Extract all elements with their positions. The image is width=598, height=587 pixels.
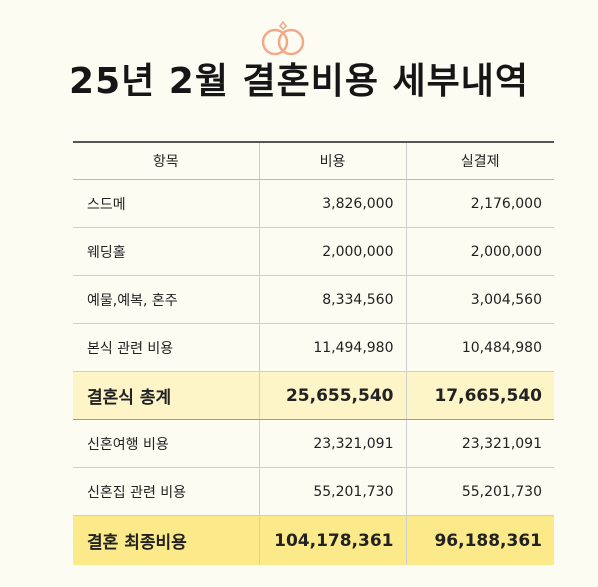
paid-cell: 2,000,000: [405, 227, 554, 276]
column-header-item: 항목: [73, 141, 259, 180]
subtotal-paid: 17,665,540: [405, 371, 554, 420]
cost-cell: 55,201,730: [258, 467, 406, 516]
item-cell: 예물,예복, 혼주: [73, 275, 259, 324]
cost-cell: 8,334,560: [258, 275, 406, 324]
table-row: 신혼집 관련 비용 55,201,730 55,201,730: [73, 467, 554, 516]
grand-total-label: 결혼 최종비용: [73, 515, 259, 565]
subtotal-label: 결혼식 총계: [73, 371, 259, 420]
page-title: 25년 2월 결혼비용 세부내역: [69, 61, 529, 102]
cost-table: 항목 비용 실결제 스드메 3,826,000 2,176,000 웨딩홀 2,…: [73, 141, 554, 565]
cost-cell: 3,826,000: [258, 179, 406, 228]
wedding-rings-icon: [261, 20, 305, 56]
paid-cell: 10,484,980: [405, 323, 554, 372]
subtotal-cost: 25,655,540: [258, 371, 406, 420]
grand-total-paid: 96,188,361: [405, 515, 554, 565]
grand-total-cost: 104,178,361: [258, 515, 406, 565]
column-header-cost: 비용: [258, 141, 406, 180]
table-row: 본식 관련 비용 11,494,980 10,484,980: [73, 323, 554, 372]
column-header-paid: 실결제: [405, 141, 554, 180]
header-row: 항목 비용 실결제: [73, 141, 554, 180]
paid-cell: 23,321,091: [405, 419, 554, 468]
cost-cell: 11,494,980: [258, 323, 406, 372]
table-row: 스드메 3,826,000 2,176,000: [73, 179, 554, 228]
item-cell: 신혼여행 비용: [73, 419, 259, 468]
grand-total-row: 결혼 최종비용 104,178,361 96,188,361: [73, 515, 554, 565]
item-cell: 본식 관련 비용: [73, 323, 259, 372]
item-cell: 신혼집 관련 비용: [73, 467, 259, 516]
item-cell: 스드메: [73, 179, 259, 228]
subtotal-row: 결혼식 총계 25,655,540 17,665,540: [73, 371, 554, 420]
paid-cell: 2,176,000: [405, 179, 554, 228]
paid-cell: 55,201,730: [405, 467, 554, 516]
cost-cell: 23,321,091: [258, 419, 406, 468]
table-row: 신혼여행 비용 23,321,091 23,321,091: [73, 419, 554, 468]
item-cell: 웨딩홀: [73, 227, 259, 276]
table-row: 예물,예복, 혼주 8,334,560 3,004,560: [73, 275, 554, 324]
paid-cell: 3,004,560: [405, 275, 554, 324]
table-row: 웨딩홀 2,000,000 2,000,000: [73, 227, 554, 276]
cost-cell: 2,000,000: [258, 227, 406, 276]
